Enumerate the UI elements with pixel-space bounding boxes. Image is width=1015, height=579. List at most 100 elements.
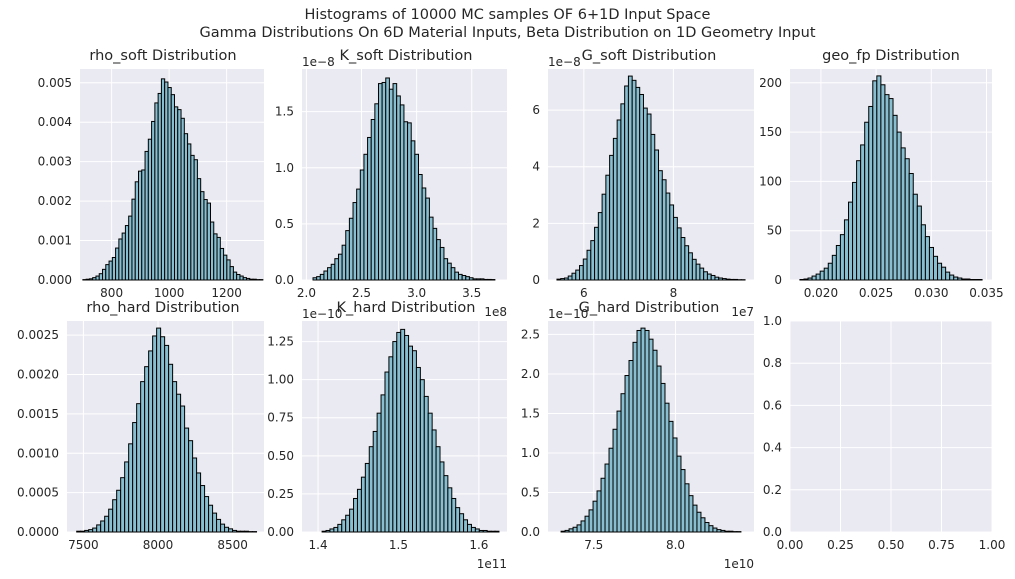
y-tick-label: 1.00	[267, 373, 294, 387]
histogram-bar	[624, 85, 629, 281]
histogram-bar	[908, 173, 914, 281]
histogram-bar	[337, 253, 343, 281]
y-tick-label: 0	[532, 273, 540, 287]
histogram-bar	[92, 527, 98, 533]
histogram-bar	[399, 104, 405, 281]
histogram-bar	[415, 366, 421, 533]
histogram-bar	[684, 483, 690, 533]
histogram-bar	[965, 278, 971, 281]
x-tick-label: 8	[670, 286, 678, 300]
y-offset-label: 1e−8	[302, 55, 335, 69]
y-tick-label: 1.5	[275, 105, 294, 119]
x-tick-label: 8.0	[666, 538, 685, 552]
histogram-bar	[232, 529, 238, 533]
x-tick-label: 0.25	[827, 538, 854, 552]
figure-title-line-2: Gamma Distributions On 6D Material Input…	[199, 25, 816, 41]
histogram-bar	[708, 525, 714, 533]
histogram-bar	[916, 205, 922, 281]
histogram-bar	[932, 255, 939, 281]
histogram-bar	[132, 422, 138, 533]
histogram-bar	[597, 212, 603, 281]
histogram-bar	[868, 105, 874, 281]
histogram-bar	[443, 258, 449, 281]
chart-svg: 7500 8000 8500 0.0000 0.0005 0.0010 0.0015 0.00…	[17, 321, 264, 552]
histogram-bar	[439, 461, 445, 533]
histogram-bar	[385, 77, 390, 281]
histogram-bar	[356, 188, 361, 281]
y-tick-label: 2.5	[521, 327, 540, 341]
histogram-bar	[945, 271, 951, 281]
histogram-bar	[192, 457, 198, 533]
histogram-bar	[676, 227, 682, 281]
histogram-bar	[576, 524, 582, 533]
histogram-bar	[628, 360, 634, 533]
chart-svg: 2.0 2.5 3.0 3.5 0.0 0.5 1.0 1.5 1e−8 1e8	[275, 55, 507, 319]
histogram-bar	[490, 530, 496, 533]
histogram-bar	[408, 345, 413, 533]
y-offset-label: 1e−10	[302, 307, 342, 321]
histogram-bar	[835, 244, 841, 281]
histogram-bar	[360, 476, 366, 533]
histogram-bar	[672, 437, 678, 533]
histogram-bar	[725, 278, 731, 281]
y-tick-label: 0.6	[763, 398, 782, 412]
panel-title-g-soft: G_soft Distribution	[581, 48, 717, 64]
x-tick-label: 0.020	[804, 286, 838, 300]
x-tick-label: 8000	[143, 538, 174, 552]
histogram-bar	[680, 469, 686, 533]
histogram-bar	[571, 272, 577, 281]
histogram-bar	[953, 276, 959, 281]
histogram-bar	[228, 528, 234, 533]
histogram-rho-soft: 800 1000 1200 0.000 0.001 0.002 0.003 0.004 0.00…	[38, 69, 264, 300]
y-tick-label: 2.0	[521, 367, 540, 381]
histogram-bar	[80, 530, 86, 533]
histogram-bar	[483, 278, 489, 281]
histogram-bar	[459, 513, 465, 533]
histogram-bar	[345, 514, 351, 533]
histogram-bar	[556, 278, 562, 281]
histogram-bar	[691, 258, 697, 281]
histogram-bar	[196, 472, 202, 533]
y-offset-label: 1e−8	[548, 55, 581, 69]
histogram-bar	[807, 277, 813, 281]
histogram-bar	[443, 475, 449, 533]
x-tick-label: 2.0	[297, 286, 316, 300]
histogram-bar	[421, 187, 427, 281]
histogram-bar	[487, 278, 492, 281]
histogram-bar	[104, 515, 110, 533]
histogram-bar	[356, 488, 362, 533]
histogram-bar	[639, 93, 644, 281]
histogram-bar	[664, 402, 670, 533]
histogram-bar	[359, 169, 365, 281]
histogram-bar	[381, 81, 387, 281]
histogram-bar	[620, 103, 626, 281]
histogram-bar	[84, 529, 90, 533]
histogram-bar	[665, 192, 671, 281]
chart-svg: 7.5 8.0 0.0 0.5 1.0 1.5 2.0 2.5 1e−10 1e10	[521, 307, 754, 571]
y-tick-label: 0.003	[38, 155, 72, 169]
histogram-bar	[564, 529, 570, 533]
x-tick-label: 3.5	[462, 286, 481, 300]
x-tick-label: 3.0	[407, 286, 426, 300]
histogram-bar	[447, 262, 452, 281]
histogram-bar	[823, 267, 829, 281]
histogram-bar	[450, 267, 456, 281]
histogram-bar	[376, 412, 382, 533]
histogram-bar	[654, 149, 660, 281]
histogram-bar	[370, 119, 376, 281]
histogram-bar	[334, 258, 339, 281]
y-tick-label: 0.4	[763, 441, 782, 455]
histogram-bar	[112, 499, 118, 533]
histogram-bar	[403, 121, 409, 281]
x-tick-label: 0.025	[859, 286, 893, 300]
histogram-g-soft: 6 8 0 2 4 6 1e−8 1e7	[532, 55, 754, 319]
x-tick-label: 800	[100, 286, 123, 300]
histogram-bar	[609, 154, 614, 281]
histogram-bar	[463, 519, 469, 533]
histogram-bar	[652, 349, 658, 533]
histogram-bar	[372, 430, 378, 533]
histogram-bar	[961, 278, 967, 281]
histogram-bar	[920, 224, 926, 281]
histogram-bar	[941, 266, 947, 281]
empty-axes: 0.00 0.25 0.50 0.75 1.00 0.0 0.2 0.4 0.6 0.8 1.0	[763, 314, 1005, 552]
